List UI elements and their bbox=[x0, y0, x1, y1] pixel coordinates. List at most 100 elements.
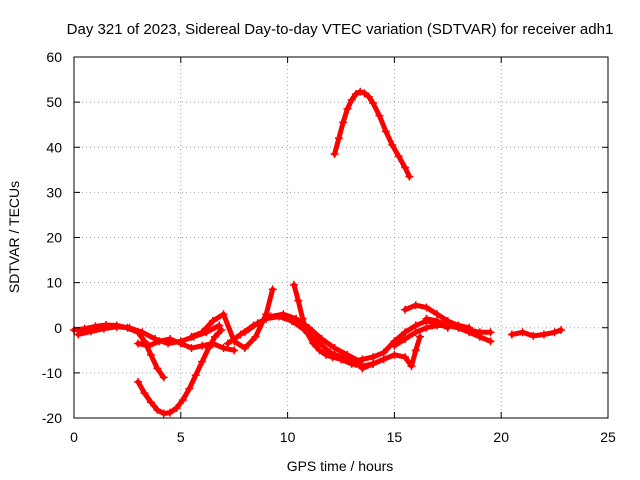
data-point-marker bbox=[518, 328, 527, 337]
data-point-marker bbox=[215, 321, 224, 330]
data-point-marker bbox=[134, 339, 143, 348]
data-point-marker bbox=[187, 332, 196, 341]
y-tick-label: 20 bbox=[46, 230, 62, 246]
data-point-marker bbox=[388, 140, 397, 149]
data-point-marker bbox=[191, 371, 200, 380]
data-point-marker bbox=[87, 327, 96, 336]
data-point-marker bbox=[475, 332, 484, 341]
data-point-marker bbox=[290, 280, 299, 289]
y-tick-label: 30 bbox=[46, 184, 62, 200]
data-point-marker bbox=[302, 328, 311, 337]
data-point-marker bbox=[401, 353, 410, 362]
data-point-marker bbox=[185, 384, 194, 393]
data-point-marker bbox=[364, 92, 373, 101]
data-point-marker bbox=[411, 321, 420, 330]
data-series-sat-arc-11 bbox=[358, 332, 425, 373]
x-tick-label: 20 bbox=[493, 429, 509, 445]
series-line bbox=[332, 89, 412, 180]
data-point-marker bbox=[422, 323, 431, 332]
data-point-marker bbox=[315, 346, 324, 355]
data-point-marker bbox=[358, 364, 367, 373]
data-point-marker bbox=[351, 90, 360, 99]
data-point-marker bbox=[178, 395, 187, 404]
data-point-marker bbox=[358, 355, 367, 364]
data-point-marker bbox=[198, 357, 207, 366]
data-point-marker bbox=[326, 348, 335, 357]
data-point-marker bbox=[334, 134, 343, 143]
data-point-marker bbox=[379, 355, 388, 364]
data-point-marker bbox=[159, 373, 168, 382]
data-point-marker bbox=[144, 341, 153, 350]
data-point-marker bbox=[360, 89, 369, 98]
data-point-marker bbox=[422, 314, 431, 323]
data-point-marker bbox=[433, 316, 442, 325]
series-line bbox=[135, 327, 224, 416]
data-point-marker bbox=[236, 330, 245, 339]
data-series-sat-arc-3 bbox=[134, 326, 226, 418]
data-point-marker bbox=[401, 163, 410, 172]
data-point-marker bbox=[294, 296, 303, 305]
data-point-marker bbox=[347, 95, 356, 104]
y-tick-label: 10 bbox=[46, 275, 62, 291]
data-point-marker bbox=[279, 310, 288, 319]
data-point-marker bbox=[208, 339, 217, 348]
y-tick-label: -10 bbox=[42, 365, 62, 381]
data-point-marker bbox=[550, 328, 559, 337]
y-axis-label: SDTVAR / TECUs bbox=[6, 181, 22, 293]
data-point-marker bbox=[375, 111, 384, 120]
data-point-marker bbox=[140, 389, 149, 398]
data-series-sat-arc-14 bbox=[422, 314, 495, 346]
x-tick-label: 10 bbox=[280, 429, 296, 445]
y-tick-label: 50 bbox=[46, 94, 62, 110]
x-tick-label: 15 bbox=[387, 429, 403, 445]
data-series-sat-arc-1 bbox=[70, 321, 168, 382]
y-tick-label: -20 bbox=[42, 410, 62, 426]
data-series-sat-arc-15 bbox=[507, 326, 566, 340]
data-point-marker bbox=[187, 344, 196, 353]
data-point-marker bbox=[230, 346, 239, 355]
x-tick-label: 25 bbox=[600, 429, 616, 445]
data-point-marker bbox=[153, 405, 162, 414]
data-point-marker bbox=[198, 328, 207, 337]
data-point-marker bbox=[381, 127, 390, 136]
data-point-marker bbox=[369, 99, 378, 108]
data-point-marker bbox=[401, 335, 410, 344]
data-point-marker bbox=[347, 357, 356, 366]
data-point-marker bbox=[198, 341, 207, 350]
data-point-marker bbox=[253, 319, 262, 328]
data-point-marker bbox=[539, 330, 548, 339]
data-point-marker bbox=[369, 359, 378, 368]
data-point-marker bbox=[411, 328, 420, 337]
data-point-marker bbox=[369, 353, 378, 362]
data-point-marker bbox=[557, 326, 566, 335]
data-point-marker bbox=[529, 331, 538, 340]
data-point-marker bbox=[486, 337, 495, 346]
data-point-marker bbox=[394, 152, 403, 161]
data-point-marker bbox=[210, 332, 219, 341]
x-tick-label: 0 bbox=[70, 429, 78, 445]
data-point-marker bbox=[240, 344, 249, 353]
data-point-marker bbox=[138, 328, 147, 337]
data-point-marker bbox=[172, 404, 181, 413]
data-point-marker bbox=[166, 335, 175, 344]
data-point-marker bbox=[153, 364, 162, 373]
data-point-marker bbox=[146, 350, 155, 359]
data-point-marker bbox=[112, 322, 121, 331]
data-point-marker bbox=[219, 310, 228, 319]
data-point-marker bbox=[454, 323, 463, 332]
data-point-marker bbox=[411, 346, 420, 355]
data-point-marker bbox=[443, 321, 452, 330]
data-point-marker bbox=[433, 310, 442, 319]
data-point-marker bbox=[422, 303, 431, 312]
data-point-marker bbox=[390, 350, 399, 359]
data-point-marker bbox=[176, 339, 185, 348]
data-point-marker bbox=[125, 323, 134, 332]
data-point-marker bbox=[99, 324, 108, 333]
data-point-marker bbox=[74, 330, 83, 339]
ticks-layer: 0 5 10 15 20 25 -20 -10 0 10 20 30 40 50 60 bbox=[42, 49, 616, 445]
data-point-marker bbox=[240, 328, 249, 337]
data-point-marker bbox=[337, 353, 345, 362]
data-point-marker bbox=[339, 118, 348, 127]
data-point-marker bbox=[208, 316, 217, 325]
